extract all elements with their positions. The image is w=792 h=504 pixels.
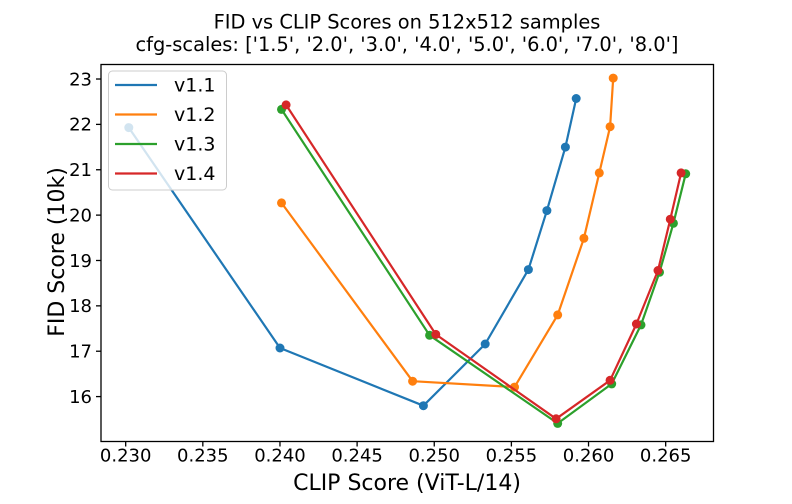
series-v1.4-marker bbox=[431, 329, 441, 339]
axes-frame bbox=[100, 63, 715, 443]
series-v1.3-line bbox=[280, 108, 687, 425]
series-v1.4-marker bbox=[281, 100, 291, 110]
y-tick-label: 16 bbox=[69, 387, 92, 408]
series-v1.1-marker bbox=[542, 206, 552, 216]
series-v1.1-marker bbox=[275, 343, 285, 353]
y-tick-label: 23 bbox=[69, 69, 92, 90]
series-v1.4-marker bbox=[665, 214, 675, 224]
series-v1.4-line bbox=[285, 103, 683, 420]
series-v1.1-marker bbox=[571, 94, 581, 103]
chart-subtitle: cfg-scales: ['1.5', '2.0', '3.0', '4.0',… bbox=[136, 33, 679, 56]
series-v1.1-marker bbox=[418, 401, 428, 411]
y-tick-label: 22 bbox=[69, 115, 92, 136]
series-v1.4-marker bbox=[676, 168, 686, 178]
series-v1.1-marker bbox=[480, 339, 490, 349]
plot-area: 0.230 0.235 0.240 0.245 0.250 0.255 0.260 0.265… bbox=[69, 63, 715, 467]
x-tick-label: 0.250 bbox=[408, 446, 460, 467]
series-v1.1-line bbox=[127, 97, 578, 407]
series-v1.4-marker bbox=[631, 319, 641, 329]
x-axis-label: CLIP Score (ViT-L/14) bbox=[293, 471, 521, 496]
legend-label-v1.4: v1.4 bbox=[174, 163, 215, 185]
x-tick-label: 0.260 bbox=[563, 446, 615, 467]
y-tick-label: 20 bbox=[69, 205, 92, 226]
x-tick-label: 0.265 bbox=[640, 446, 692, 467]
chart-title: FID vs CLIP Scores on 512x512 samples bbox=[214, 11, 601, 34]
legend-box bbox=[108, 70, 227, 191]
series-v1.1-marker bbox=[560, 142, 570, 152]
series-v1.2-marker bbox=[579, 233, 589, 243]
series-v1.4-marker bbox=[551, 414, 561, 424]
legend-label-v1.1: v1.1 bbox=[174, 75, 215, 97]
x-tick-label: 0.245 bbox=[331, 446, 383, 467]
x-tick-label: 0.255 bbox=[486, 446, 538, 467]
x-tick-label: 0.235 bbox=[177, 446, 229, 467]
x-tick-label: 0.230 bbox=[100, 446, 152, 467]
series-v1.2-line bbox=[280, 76, 615, 389]
legend-label-v1.2: v1.2 bbox=[174, 104, 215, 126]
y-tick-label: 18 bbox=[69, 296, 92, 317]
series-v1.2-marker bbox=[553, 310, 563, 320]
y-tick-label: 21 bbox=[69, 160, 92, 181]
series-v1.1-marker bbox=[523, 265, 533, 275]
y-tick-label: 17 bbox=[69, 342, 92, 363]
x-tick-label: 0.240 bbox=[254, 446, 306, 467]
legend-label-v1.3: v1.3 bbox=[174, 134, 215, 156]
series-v1.4-marker bbox=[653, 266, 663, 275]
y-tick-label: 19 bbox=[69, 251, 92, 272]
series-v1.2-marker bbox=[608, 73, 618, 83]
series-v1.2-marker bbox=[277, 198, 286, 208]
series-v1.2-marker bbox=[594, 168, 604, 178]
series-v1.2-marker bbox=[605, 122, 615, 132]
series-v1.2-marker bbox=[408, 376, 418, 386]
series-v1.4-marker bbox=[605, 375, 615, 385]
y-axis-label: FID Score (10k) bbox=[45, 167, 70, 337]
